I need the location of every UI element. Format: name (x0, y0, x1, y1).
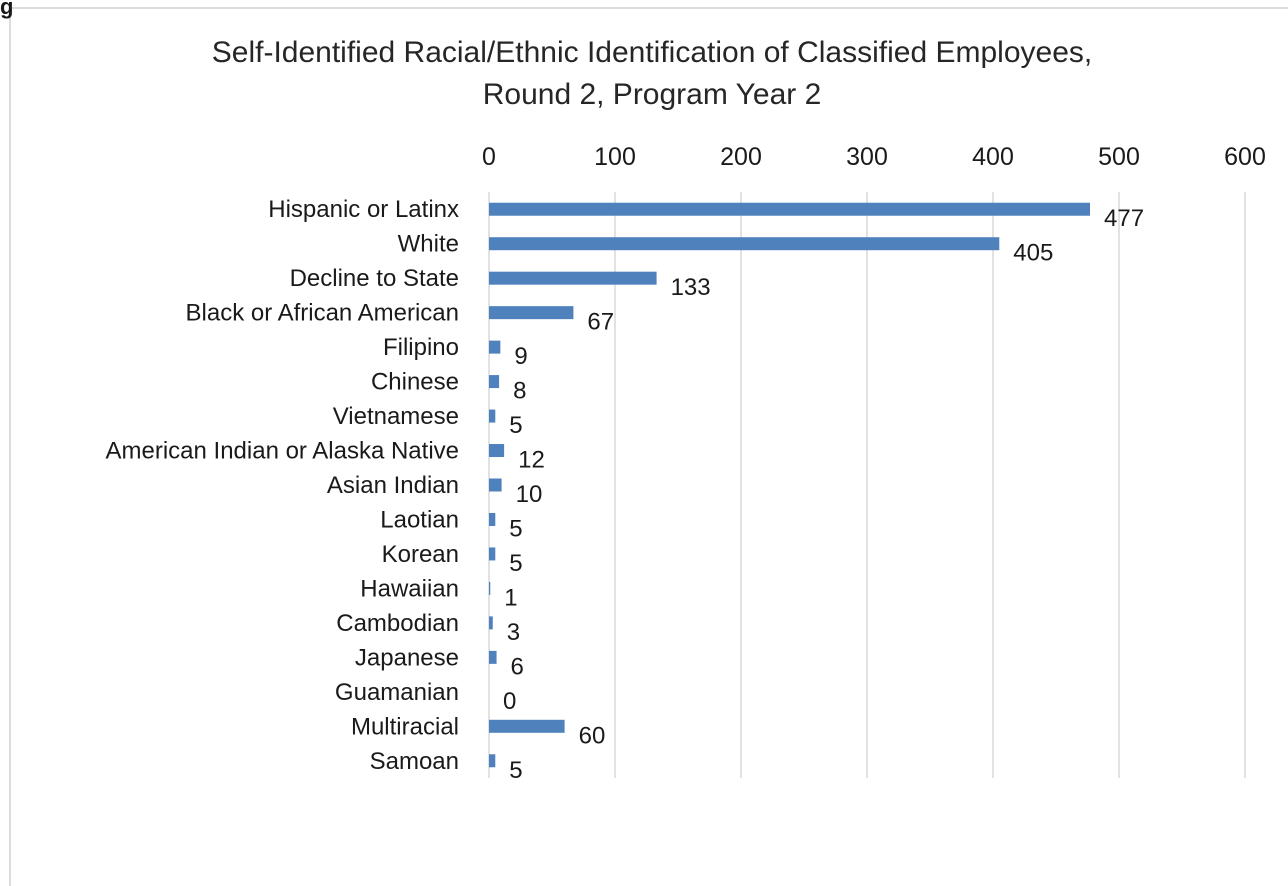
data-label-10: 5 (509, 550, 522, 577)
bars (489, 202, 1091, 768)
category-label-15: Multiracial (351, 713, 459, 740)
category-label-0: Hispanic or Latinx (268, 196, 459, 223)
chart-subtitle: Round 2, Program Year 2 (483, 78, 822, 111)
bar-5 (489, 375, 500, 389)
chart-title: Self-Identified Racial/Ethnic Identifica… (212, 36, 1092, 69)
data-label-16: 5 (509, 757, 522, 784)
data-label-7: 12 (518, 447, 545, 474)
x-tick-label-0: 0 (482, 143, 496, 171)
data-label-8: 10 (516, 481, 543, 508)
data-label-12: 3 (507, 619, 520, 646)
category-label-9: Laotian (380, 506, 459, 533)
bar-11 (489, 581, 491, 595)
bar-15 (489, 719, 565, 733)
category-label-8: Asian Indian (327, 472, 459, 499)
bar-10 (489, 547, 496, 561)
category-label-1: White (398, 231, 459, 258)
category-label-2: Decline to State (290, 265, 459, 292)
category-labels: Hispanic or Latinx White Decline to State B… (105, 196, 459, 775)
data-label-3: 67 (587, 309, 614, 336)
data-label-14: 0 (503, 688, 516, 715)
bar-3 (489, 306, 574, 320)
x-tick-label-5: 500 (1098, 143, 1140, 171)
data-label-1: 405 (1013, 240, 1053, 267)
category-label-16: Samoan (370, 748, 459, 775)
bar-16 (489, 754, 496, 768)
data-label-0: 477 (1104, 205, 1144, 232)
chart-border (9, 7, 1288, 886)
bar-13 (489, 650, 497, 664)
data-label-5: 8 (513, 378, 526, 405)
bar-9 (489, 512, 496, 526)
category-label-7: American Indian or Alaska Native (105, 438, 459, 465)
category-label-6: Vietnamese (333, 403, 459, 430)
bar-8 (489, 478, 502, 492)
x-tick-label-3: 300 (846, 143, 888, 171)
data-label-2: 133 (671, 274, 711, 301)
category-label-5: Chinese (371, 369, 459, 396)
data-label-11: 1 (504, 584, 517, 611)
bar-4 (489, 340, 501, 354)
bar-7 (489, 444, 505, 458)
bar-0 (489, 202, 1091, 216)
x-tick-label-4: 400 (972, 143, 1014, 171)
category-label-4: Filipino (383, 334, 459, 361)
data-label-9: 5 (509, 515, 522, 542)
bar-12 (489, 616, 493, 630)
category-label-13: Japanese (355, 644, 459, 671)
x-tick-label-1: 100 (594, 143, 636, 171)
bar-6 (489, 409, 496, 423)
x-tick-label-6: 600 (1224, 143, 1266, 171)
x-axis-ticks: 0 100 200 300 400 500 600 (482, 143, 1266, 171)
category-label-14: Guamanian (335, 679, 459, 706)
category-label-12: Cambodian (336, 610, 459, 637)
bar-1 (489, 237, 1000, 251)
data-label-4: 9 (514, 343, 527, 370)
category-label-10: Korean (382, 541, 459, 568)
data-label-6: 5 (509, 412, 522, 439)
bar-2 (489, 271, 657, 285)
x-tick-label-2: 200 (720, 143, 762, 171)
data-label-13: 6 (511, 653, 524, 680)
category-label-11: Hawaiian (360, 575, 459, 602)
data-label-15: 60 (579, 722, 606, 749)
corner-label: g (0, 0, 13, 19)
category-label-3: Black or African American (186, 300, 459, 327)
